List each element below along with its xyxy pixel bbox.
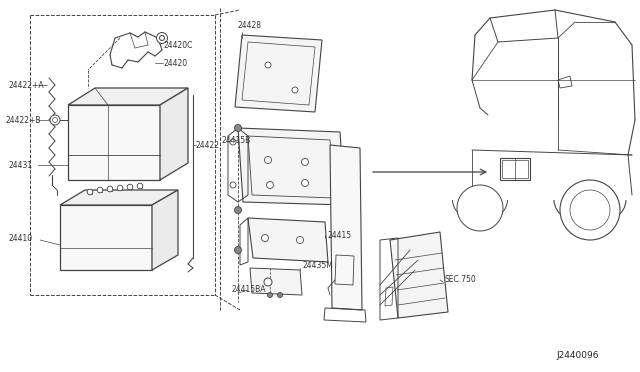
Bar <box>118 186 122 190</box>
Polygon shape <box>60 190 178 205</box>
Circle shape <box>264 157 271 164</box>
Circle shape <box>234 247 241 253</box>
Text: J2440096: J2440096 <box>556 350 598 359</box>
Polygon shape <box>68 88 188 105</box>
Bar <box>138 184 142 188</box>
Polygon shape <box>248 218 328 262</box>
Circle shape <box>301 158 308 166</box>
Text: 24410: 24410 <box>8 234 32 243</box>
Text: 24415: 24415 <box>328 231 352 240</box>
Circle shape <box>301 180 308 186</box>
Bar <box>98 188 102 192</box>
Circle shape <box>457 185 503 231</box>
Circle shape <box>234 206 241 214</box>
Text: 24420: 24420 <box>163 58 187 67</box>
Text: 24422: 24422 <box>196 141 220 150</box>
Bar <box>128 185 132 189</box>
Text: 24415B: 24415B <box>222 135 252 144</box>
Circle shape <box>264 278 272 286</box>
Circle shape <box>234 125 241 131</box>
Polygon shape <box>160 88 188 180</box>
Text: 24435M: 24435M <box>303 260 334 269</box>
Polygon shape <box>235 35 322 112</box>
Text: SEC.750: SEC.750 <box>445 276 477 285</box>
Text: 24415BA: 24415BA <box>232 285 266 295</box>
Polygon shape <box>68 105 160 180</box>
Circle shape <box>117 185 123 191</box>
Circle shape <box>159 35 164 41</box>
Circle shape <box>97 187 103 193</box>
Bar <box>108 187 112 191</box>
Circle shape <box>570 190 610 230</box>
Circle shape <box>50 115 60 125</box>
Polygon shape <box>152 190 178 270</box>
Polygon shape <box>238 128 345 205</box>
Bar <box>88 190 92 194</box>
Circle shape <box>262 234 269 241</box>
Bar <box>500 158 530 180</box>
Text: 24420C: 24420C <box>163 41 193 49</box>
Polygon shape <box>250 268 302 295</box>
Circle shape <box>108 186 113 192</box>
Text: 24422+B: 24422+B <box>5 115 40 125</box>
Circle shape <box>268 292 273 298</box>
Polygon shape <box>390 232 448 318</box>
Circle shape <box>157 32 168 44</box>
Circle shape <box>230 139 236 145</box>
Circle shape <box>127 184 133 190</box>
Bar <box>502 160 528 178</box>
Circle shape <box>230 182 236 188</box>
Circle shape <box>296 237 303 244</box>
Polygon shape <box>330 145 362 310</box>
Circle shape <box>137 183 143 189</box>
Circle shape <box>265 62 271 68</box>
Text: 24431: 24431 <box>8 160 32 170</box>
Circle shape <box>278 292 282 298</box>
Polygon shape <box>60 205 152 270</box>
Circle shape <box>87 189 93 195</box>
Text: 24422+A: 24422+A <box>8 80 44 90</box>
Circle shape <box>560 180 620 240</box>
Circle shape <box>52 118 58 122</box>
Circle shape <box>266 182 273 189</box>
Text: 24428: 24428 <box>238 20 262 29</box>
Circle shape <box>292 87 298 93</box>
